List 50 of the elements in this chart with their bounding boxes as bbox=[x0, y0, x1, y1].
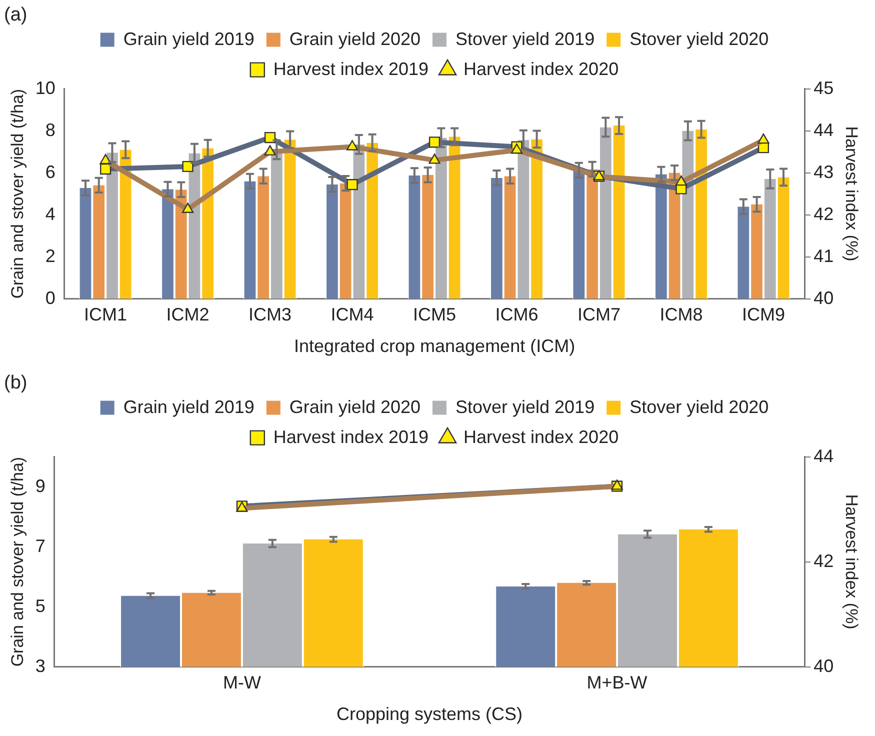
chart-title: (b) bbox=[4, 372, 28, 394]
x-tick-label: M+B-W bbox=[586, 672, 648, 693]
x-tick-label: ICM1 bbox=[84, 304, 128, 325]
y2-tick-label: 42 bbox=[814, 550, 834, 571]
y-tick-label: 10 bbox=[35, 78, 56, 98]
y-tick-label: 4 bbox=[45, 204, 56, 224]
y-tick-label: 6 bbox=[45, 162, 56, 182]
y2-tick-label: 44 bbox=[814, 446, 834, 466]
x-tick-label: M-W bbox=[222, 672, 261, 693]
y-tick-label: 0 bbox=[45, 288, 56, 308]
y2-axis-title: Harvest index (%) bbox=[842, 494, 862, 630]
x-tick-label: ICM5 bbox=[412, 304, 456, 325]
y-tick-label: 7 bbox=[35, 536, 46, 556]
x-tick-label: ICM8 bbox=[660, 304, 703, 325]
x-axis-title: Integrated crop management (ICM) bbox=[294, 336, 576, 356]
legend-label: Harvest index 2020 bbox=[464, 58, 619, 79]
y-tick-label: 9 bbox=[35, 476, 46, 496]
y2-tick-label: 41 bbox=[814, 246, 834, 266]
y-tick-label: 5 bbox=[35, 596, 46, 616]
y-tick-label: 3 bbox=[35, 656, 46, 676]
legend-label: Harvest index 2019 bbox=[273, 426, 428, 447]
y2-tick-label: 43 bbox=[814, 162, 834, 182]
y2-tick-label: 45 bbox=[814, 78, 834, 98]
y2-tick-label: 42 bbox=[814, 204, 834, 224]
x-tick-label: ICM2 bbox=[166, 304, 210, 325]
x-tick-label: ICM6 bbox=[495, 304, 538, 325]
y2-tick-label: 40 bbox=[814, 656, 834, 676]
y-tick-label: 2 bbox=[45, 246, 56, 266]
legend-label: Grain yield 2019 bbox=[123, 396, 254, 417]
legend-label: Harvest index 2020 bbox=[464, 426, 619, 447]
x-axis-title: Cropping systems (CS) bbox=[336, 704, 523, 724]
legend-label: Grain yield 2020 bbox=[289, 28, 421, 49]
legend-label: Stover yield 2020 bbox=[630, 28, 769, 49]
legend-label: Stover yield 2020 bbox=[630, 396, 769, 417]
chart-title: (a) bbox=[4, 4, 28, 26]
x-tick-label: ICM9 bbox=[742, 304, 785, 325]
legend-label: Stover yield 2019 bbox=[455, 28, 595, 49]
legend-label: Grain yield 2020 bbox=[289, 396, 421, 417]
legend-label: Stover yield 2019 bbox=[455, 396, 595, 417]
y2-axis-title: Harvest index (%) bbox=[842, 126, 862, 262]
legend-label: Grain yield 2019 bbox=[123, 28, 254, 49]
y-axis-title: Grain and stover yield (t/ha) bbox=[8, 456, 27, 667]
y-axis-title: Grain and stover yield (t/ha) bbox=[8, 88, 27, 299]
y2-tick-label: 40 bbox=[814, 288, 834, 308]
legend-label: Harvest index 2019 bbox=[273, 58, 428, 79]
y-tick-label: 8 bbox=[45, 120, 56, 140]
y2-tick-label: 44 bbox=[814, 120, 834, 140]
x-tick-label: ICM7 bbox=[577, 304, 620, 325]
x-tick-label: ICM3 bbox=[248, 304, 292, 325]
x-tick-label: ICM4 bbox=[330, 304, 374, 325]
